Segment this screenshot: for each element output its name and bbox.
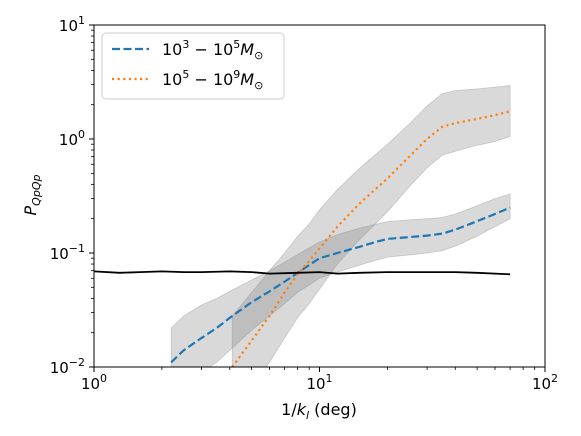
legend-label: 103 − 105M⊙ — [162, 38, 263, 62]
line-series-2 — [94, 270, 511, 276]
line-series-0 — [170, 206, 511, 364]
legend-label: 105 − 109M⊙ — [162, 68, 263, 92]
x-tick-label: 102 — [532, 372, 558, 393]
y-tick-label: 10−1 — [50, 242, 85, 263]
x-axis-label: 1/kl (deg) — [281, 400, 357, 422]
x-tick-label: 100 — [81, 372, 107, 393]
series-lines — [94, 110, 511, 367]
axis-ticks: 100 101 102 10−2 10−1 100 101 — [50, 14, 558, 393]
uncertainty-bands — [170, 84, 511, 367]
legend: 103 − 105M⊙ 105 − 109M⊙ — [101, 32, 285, 100]
y-tick-label: 101 — [59, 14, 85, 35]
y-tick-label: 10−2 — [50, 356, 85, 377]
band-series-1 — [231, 84, 511, 367]
x-tick-label: 101 — [306, 372, 332, 393]
plot-frame — [93, 24, 546, 368]
y-tick-label: 100 — [59, 128, 85, 149]
y-axis-label: PQpQp — [21, 175, 43, 216]
